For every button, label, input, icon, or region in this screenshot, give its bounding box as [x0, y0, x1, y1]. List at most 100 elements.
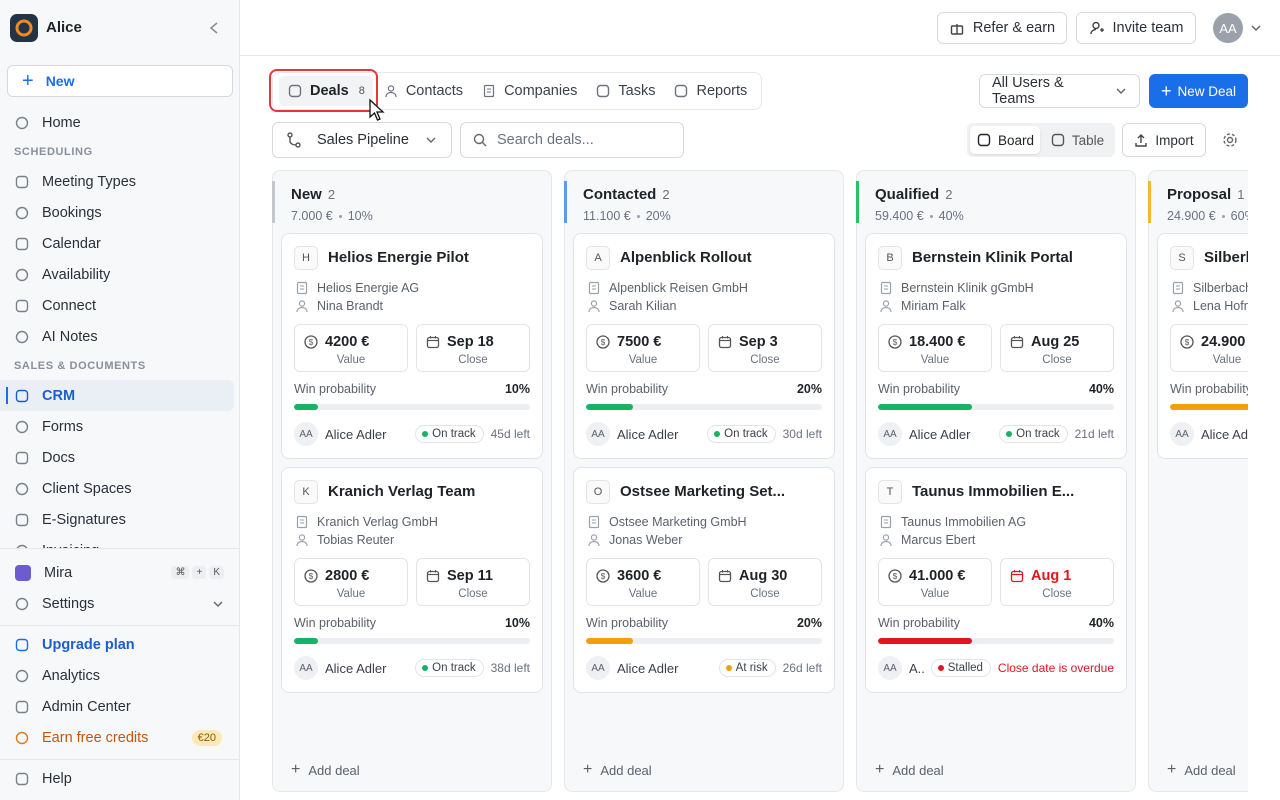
- close-date: Aug 30: [739, 568, 788, 584]
- add-label: Add deal: [600, 762, 652, 778]
- avatar-chevron[interactable]: [1250, 23, 1262, 33]
- status-pill: On track: [999, 425, 1068, 443]
- due: 38d left: [490, 661, 530, 675]
- company-row: Kranich Verlag GmbH: [294, 514, 438, 530]
- workspace-name[interactable]: Alice: [46, 19, 82, 36]
- user-avatar[interactable]: AA: [1213, 13, 1243, 43]
- icon: [675, 84, 688, 98]
- search-icon: [473, 133, 487, 147]
- add-deal[interactable]: + Add deal: [1167, 761, 1236, 779]
- nav-label: Earn free credits: [42, 729, 149, 746]
- nav-item[interactable]: Bookings: [0, 197, 234, 228]
- icon: [597, 84, 610, 98]
- deal-initial: T: [878, 480, 902, 504]
- value-label: Value: [628, 354, 658, 366]
- deal-card[interactable]: O Ostsee Marketing Set... Ostsee Marketi…: [573, 467, 835, 693]
- status-dot: [714, 431, 721, 437]
- deal-initial: H: [294, 246, 318, 270]
- tab[interactable]: Companies: [473, 76, 585, 106]
- icon: [15, 299, 29, 312]
- contact: Marcus Ebert: [901, 533, 976, 547]
- shortcut-key: +: [192, 566, 207, 579]
- close-label: Close: [750, 588, 780, 600]
- import-button[interactable]: Import: [1122, 123, 1206, 157]
- pipeline-icon: [287, 132, 301, 148]
- view-option[interactable]: Board: [970, 126, 1040, 154]
- nav-label: Availability: [42, 266, 111, 283]
- nav-item[interactable]: Forms: [0, 411, 234, 442]
- icon: [15, 420, 29, 433]
- column-summary: 59.400 € 40%: [875, 209, 1126, 223]
- nav-item[interactable]: Availability: [0, 259, 234, 290]
- contact-row: Sarah Kilian: [586, 298, 676, 314]
- add-deal[interactable]: + Add deal: [583, 761, 652, 779]
- nav-item[interactable]: Analytics: [0, 660, 234, 691]
- win-row: Win probability 40%: [878, 382, 1114, 396]
- card-footer: AA Alice Adler On track 45d left: [294, 422, 530, 446]
- add-deal[interactable]: + Add deal: [291, 761, 360, 779]
- nav-label: Connect: [42, 297, 97, 314]
- add-deal[interactable]: + Add deal: [875, 761, 944, 779]
- deal-card[interactable]: A Alpenblick Rollout Alpenblick Reisen G…: [573, 233, 835, 459]
- add-label: Add deal: [892, 762, 944, 778]
- nav-item[interactable]: AI Notes: [0, 321, 234, 352]
- tab[interactable]: Contacts: [375, 76, 471, 106]
- column-title: Proposal: [1167, 186, 1232, 203]
- nav-item[interactable]: Invoicing: [0, 535, 234, 548]
- view-option[interactable]: Table: [1042, 126, 1112, 154]
- nav-label: Admin Center: [42, 698, 131, 715]
- nav-item[interactable]: Meeting Types: [0, 166, 234, 197]
- deal-card[interactable]: K Kranich Verlag Team Kranich Verlag Gmb…: [281, 467, 543, 693]
- settings-item[interactable]: Settings: [0, 588, 234, 619]
- tab[interactable]: Tasks: [587, 76, 663, 106]
- refer-button[interactable]: Refer & earn: [937, 12, 1067, 44]
- icon: [1051, 133, 1065, 147]
- invite-button[interactable]: Invite team: [1076, 12, 1196, 44]
- mira-item[interactable]: Mira ⌘ + K: [0, 557, 234, 588]
- nav-item[interactable]: Client Spaces: [0, 473, 234, 504]
- value-box: $7500 € Value: [586, 324, 700, 372]
- nav-item[interactable]: Calendar: [0, 228, 234, 259]
- separator: [1221, 214, 1225, 218]
- collapse-icon[interactable]: [208, 21, 220, 35]
- status-pill: At risk: [718, 659, 776, 677]
- nav-item[interactable]: Earn free credits €20: [0, 722, 234, 753]
- contact: Lena Hofmann: [1193, 299, 1248, 313]
- nav-item[interactable]: Help: [0, 763, 234, 794]
- nav-item[interactable]: CRM: [0, 380, 234, 411]
- credit-badge: €20: [191, 729, 222, 746]
- column-total: 7.000 €: [291, 209, 333, 223]
- nav-item[interactable]: Docs: [0, 442, 234, 473]
- probability-track: [294, 404, 530, 410]
- tab[interactable]: Reports: [665, 76, 755, 106]
- card-list: B Bernstein Klinik Portal Bernstein Klin…: [865, 233, 1127, 693]
- deal-card[interactable]: B Bernstein Klinik Portal Bernstein Klin…: [865, 233, 1127, 459]
- company: Ostsee Marketing GmbH: [609, 515, 747, 529]
- owner-filter[interactable]: All Users & Teams: [979, 74, 1140, 108]
- status: On track: [1016, 428, 1060, 440]
- nav-item[interactable]: E-Signatures: [0, 504, 234, 535]
- pipeline-select[interactable]: Sales Pipeline: [272, 122, 452, 158]
- nav-label: Mira: [44, 564, 73, 581]
- deal-initial: O: [586, 480, 610, 504]
- search-box[interactable]: Search deals...: [460, 122, 684, 158]
- deal-card[interactable]: H Helios Energie Pilot Helios Energie AG…: [281, 233, 543, 459]
- card-footer: AA Alice Adler On track 30d left: [586, 422, 822, 446]
- icon: $: [596, 569, 610, 583]
- nav-item[interactable]: Upgrade plan: [0, 629, 234, 660]
- icon: $: [304, 569, 318, 583]
- nav-item[interactable]: Home: [0, 107, 234, 138]
- deal-card[interactable]: T Taunus Immobilien E... Taunus Immobili…: [865, 467, 1127, 693]
- icon: [426, 336, 440, 349]
- settings-gear[interactable]: [1222, 132, 1238, 148]
- import-label: Import: [1155, 132, 1194, 148]
- tab[interactable]: Deals 8: [279, 76, 373, 106]
- nav-item[interactable]: Connect: [0, 290, 234, 321]
- add-label: Add deal: [1184, 762, 1236, 778]
- new-deal-button[interactable]: + New Deal: [1149, 74, 1248, 108]
- new-button[interactable]: + New: [7, 65, 233, 97]
- win-percent: 10%: [504, 616, 530, 630]
- svg-text:$: $: [1185, 338, 1190, 347]
- deal-card[interactable]: S Silberbach Silberbach Lena Hofmann $24…: [1157, 233, 1248, 459]
- nav-item[interactable]: Admin Center: [0, 691, 234, 722]
